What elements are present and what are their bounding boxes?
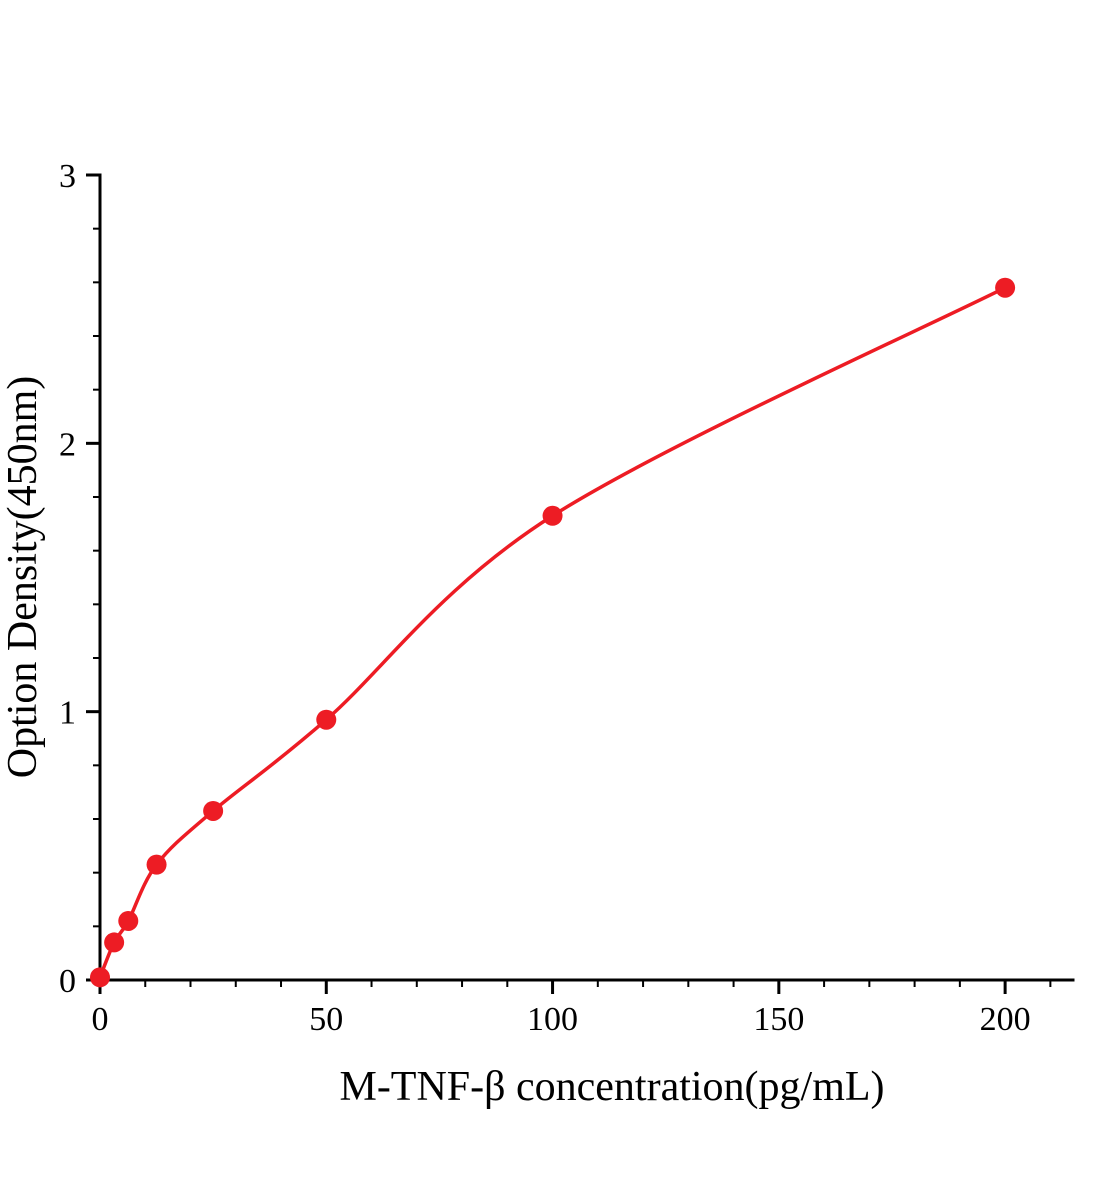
y-tick-label: 1 — [59, 695, 76, 732]
data-point — [146, 854, 167, 875]
tick-labels: 0 50 100 150 200 0 1 2 3 — [59, 158, 1031, 1038]
x-tick-label: 0 — [92, 1001, 109, 1038]
data-point — [90, 967, 110, 988]
minor-ticks — [93, 227, 1052, 987]
fit-curve-layer — [98, 285, 1007, 980]
x-tick-label: 50 — [309, 1001, 343, 1038]
data-point — [995, 277, 1016, 298]
axes — [98, 173, 1075, 982]
x-tick-label: 100 — [527, 1001, 578, 1038]
x-axis-label: M-TNF-β concentration(pg/mL) — [339, 1064, 884, 1110]
y-tick-label: 3 — [59, 158, 76, 195]
data-point — [542, 505, 563, 526]
y-axis-label: Option Density(450nm) — [0, 376, 46, 778]
major-ticks — [86, 173, 1007, 994]
axis-lines — [98, 173, 1075, 982]
data-points-layer — [90, 277, 1016, 988]
x-tick-label: 150 — [753, 1001, 804, 1038]
x-tick-label: 200 — [980, 1001, 1031, 1038]
data-point — [203, 800, 224, 821]
data-point — [118, 910, 139, 931]
y-tick-label: 0 — [59, 963, 76, 1000]
y-tick-label: 2 — [59, 426, 76, 463]
data-point — [316, 709, 337, 730]
data-point — [104, 932, 125, 953]
fit-curve — [98, 285, 1007, 980]
